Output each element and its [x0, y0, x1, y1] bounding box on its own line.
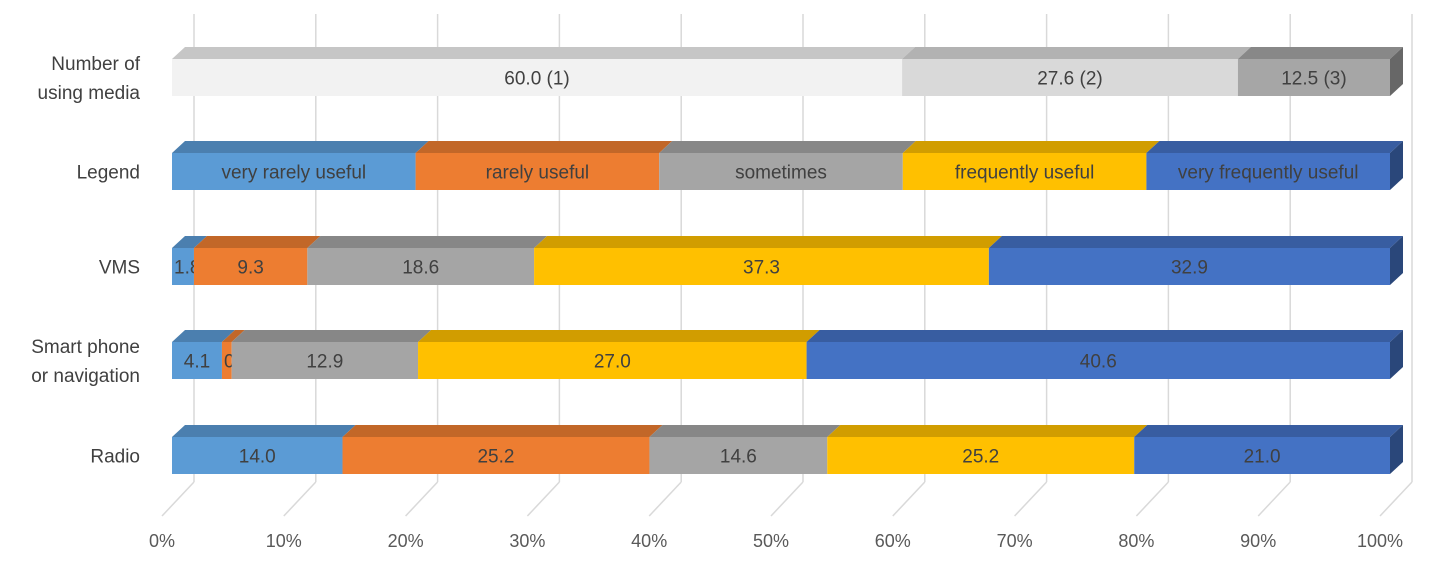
- bar-segment: 12.9: [232, 330, 431, 379]
- data-label: rarely useful: [486, 163, 590, 184]
- bar-segment-top: [1146, 141, 1403, 153]
- gridline-floor: [1015, 482, 1047, 516]
- bar-segment-top: [534, 236, 1002, 248]
- x-tick-label: 70%: [997, 531, 1033, 551]
- bar-segment-top: [172, 141, 429, 153]
- bar-row: 4.10.012.927.040.6: [172, 330, 1403, 379]
- data-label: 37.3: [743, 258, 780, 279]
- bar-segment-top: [1134, 425, 1403, 437]
- data-label: 14.6: [720, 447, 757, 468]
- bar-segment: 27.0: [418, 330, 820, 379]
- category-label: Smart phone or navigation: [31, 337, 140, 387]
- x-axis-ticks: 0% 10% 20% 30% 40% 50% 60% 70% 80% 90% 100%: [149, 531, 1403, 551]
- data-label: 25.2: [477, 447, 514, 468]
- data-label: sometimes: [735, 163, 827, 184]
- data-label: 25.2: [962, 447, 999, 468]
- data-label: very frequently useful: [1178, 163, 1359, 184]
- category-label: Number of using media: [38, 54, 141, 104]
- bar-segment: 25.2: [343, 425, 663, 474]
- bar-segment: sometimes: [659, 141, 916, 190]
- bar-segment: 60.0 (1): [172, 47, 915, 96]
- data-label: 40.6: [1080, 352, 1117, 373]
- gridline-floor: [1136, 482, 1168, 516]
- bar-segment-top: [416, 141, 673, 153]
- x-tick-label: 50%: [753, 531, 789, 551]
- bar-segment-top: [902, 47, 1251, 59]
- bar-segment: 25.2: [827, 425, 1147, 474]
- category-label: Radio: [90, 447, 140, 468]
- bar-segment-top: [307, 236, 547, 248]
- gridline-floor: [527, 482, 559, 516]
- bar-segment: 21.0: [1134, 425, 1403, 474]
- x-tick-label: 100%: [1357, 531, 1403, 551]
- bar-segment: 12.5 (3): [1238, 47, 1403, 96]
- bar-segment-top: [807, 330, 1403, 342]
- bar-segment-top: [649, 425, 840, 437]
- bar-segment-top: [827, 425, 1147, 437]
- bar-segment: very rarely useful: [172, 141, 429, 190]
- bar-segment: 37.3: [534, 236, 1002, 285]
- data-label: 4.1: [184, 352, 210, 373]
- bar-segment-top: [172, 425, 356, 437]
- data-label: 12.9: [306, 352, 343, 373]
- category-label: VMS: [99, 258, 140, 279]
- category-label: Legend: [77, 163, 140, 184]
- bar-segment: 32.9: [989, 236, 1403, 285]
- bar-segment: very frequently useful: [1146, 141, 1403, 190]
- data-label: 12.5 (3): [1281, 69, 1346, 90]
- bar-segment: 40.6: [807, 330, 1403, 379]
- gridline-floor: [893, 482, 925, 516]
- bar-segment-top: [418, 330, 820, 342]
- gridline-floor: [771, 482, 803, 516]
- x-tick-label: 10%: [266, 531, 302, 551]
- bar-segment-top: [989, 236, 1403, 248]
- data-label: very rarely useful: [221, 163, 366, 184]
- stacked-bar-chart: 60.0 (1) 27.6 (2) 12.5 (3) very rarely usef…: [0, 0, 1438, 564]
- bar-segment: 14.6: [649, 425, 840, 474]
- x-tick-label: 90%: [1240, 531, 1276, 551]
- x-tick-label: 80%: [1118, 531, 1154, 551]
- bar-segment-top: [903, 141, 1160, 153]
- bar-segment-top: [172, 47, 915, 59]
- bar-row: very rarely useful rarely useful sometimes…: [172, 141, 1403, 190]
- bar-segment-top: [194, 236, 320, 248]
- data-label: frequently useful: [955, 163, 1094, 184]
- gridline-floor: [284, 482, 316, 516]
- x-tick-label: 60%: [875, 531, 911, 551]
- bar-segment: 14.0: [172, 425, 356, 474]
- data-label: 32.9: [1171, 258, 1208, 279]
- data-label: 9.3: [237, 258, 263, 279]
- gridline-floor: [162, 482, 194, 516]
- gridline-floor: [649, 482, 681, 516]
- gridline-floor: [1258, 482, 1290, 516]
- data-label: 14.0: [239, 447, 276, 468]
- bars: 60.0 (1) 27.6 (2) 12.5 (3) very rarely usef…: [172, 47, 1403, 474]
- data-label: 60.0 (1): [504, 69, 569, 90]
- bar-segment: 18.6: [307, 236, 547, 285]
- category-labels: Number of using media Legend VMS Smart phone…: [31, 54, 141, 468]
- bar-segment: rarely useful: [416, 141, 673, 190]
- bar-segment: frequently useful: [903, 141, 1160, 190]
- bar-segment-top: [343, 425, 663, 437]
- data-label: 27.0: [594, 352, 631, 373]
- bar-segment: 27.6 (2): [902, 47, 1251, 96]
- gridline-floor: [1380, 482, 1412, 516]
- bar-segment-top: [1238, 47, 1403, 59]
- bar-row: 14.0 25.2 14.6 25.2 21.0: [172, 425, 1403, 474]
- x-tick-label: 30%: [509, 531, 545, 551]
- gridline-floor: [406, 482, 438, 516]
- data-label: 21.0: [1244, 447, 1281, 468]
- x-tick-label: 40%: [631, 531, 667, 551]
- bar-row: 1.8 9.3 18.6 37.3 32.9: [172, 236, 1403, 285]
- bar-segment-top: [232, 330, 431, 342]
- data-label: 27.6 (2): [1037, 69, 1102, 90]
- bar-segment: 9.3: [194, 236, 320, 285]
- x-tick-label: 20%: [388, 531, 424, 551]
- x-tick-label: 0%: [149, 531, 175, 551]
- data-label: 18.6: [402, 258, 439, 279]
- bar-row: 60.0 (1) 27.6 (2) 12.5 (3): [172, 47, 1403, 96]
- bar-segment-top: [659, 141, 916, 153]
